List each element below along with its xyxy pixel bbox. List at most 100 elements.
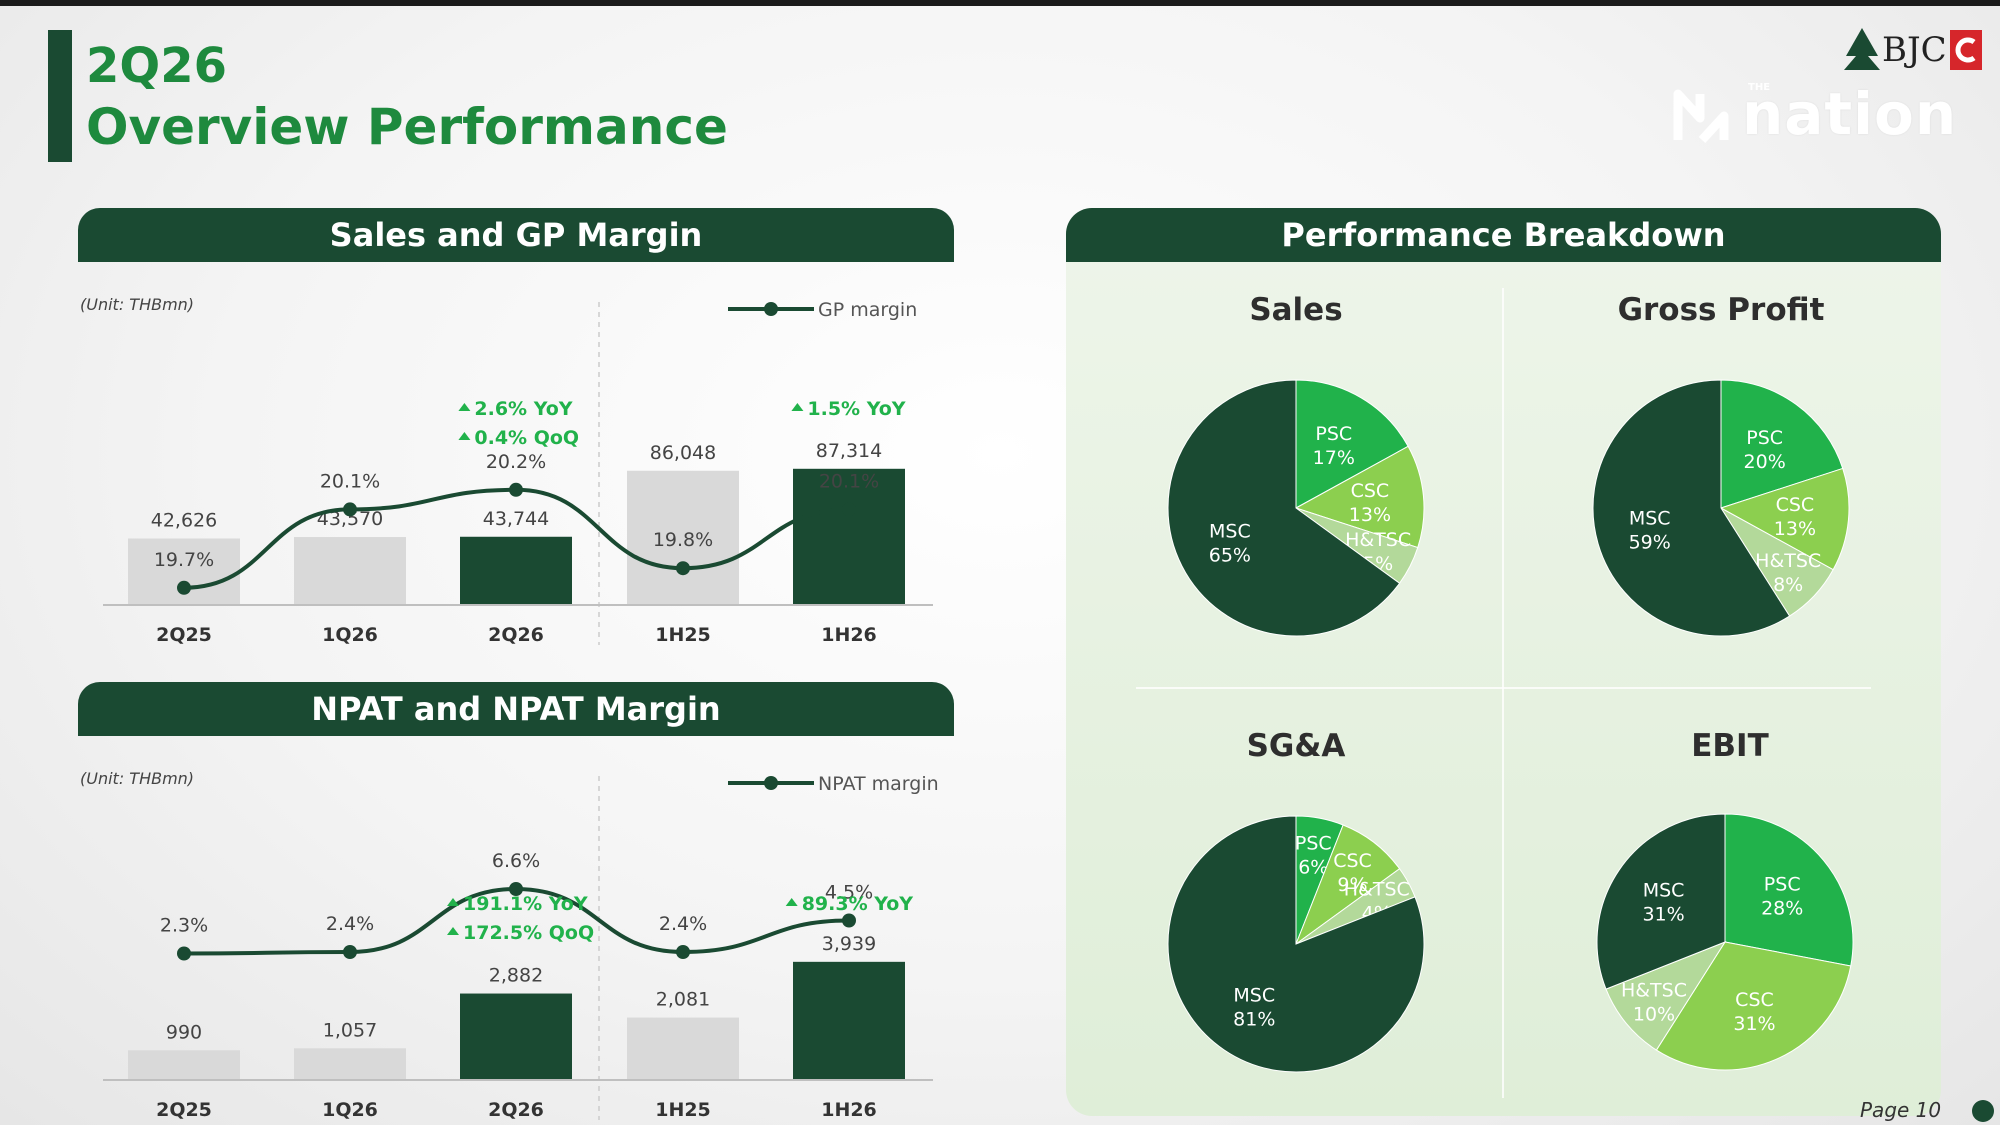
sales-badge-1: 0.4% QoQ [458,427,579,449]
sales-badge-text-0: 2.6% YoY [474,398,572,420]
sales-unit-label: (Unit: THBmn) [80,295,194,314]
npat-badge-up-icon-1 [447,927,459,935]
gp-pie-slice-psc [1720,379,1844,509]
the-nation-logo: THE nation [1672,78,1956,158]
sga-pie-slice-value-msc: 81% [1233,1008,1275,1030]
sales-pie-slice-value-csc: 13% [1349,504,1391,526]
sales-x-tick-2Q26: 2Q26 [488,624,544,646]
pie-title-sales: Sales [1249,292,1343,328]
sales-pie-slice-psc [1295,379,1409,509]
npat-x-tick-1H26: 1H26 [821,1099,877,1121]
ebit-pie-slice-name-htsc: H&TSC [1621,980,1687,1002]
sales-badge-2: 1.5% YoY [791,398,906,420]
gp-pie-slice-name-csc: CSC [1776,494,1815,516]
gp-pie-slice-value-msc: 59% [1629,532,1671,554]
sales-margin-label-2Q26: 20.2% [486,451,546,473]
sga-pie-slice-name-csc: CSC [1333,850,1372,872]
sga-pie-slice-name-psc: PSC [1295,832,1332,854]
ebit-pie-slice-value-psc: 28% [1761,898,1803,920]
npat-bar-label-1H25: 2,081 [656,989,710,1011]
npat-margin-point-2Q26 [509,882,523,896]
npat-margin-label-1H26: 4.5% [825,882,873,904]
page-title-period: 2Q26 [86,38,227,94]
sales-pie-slice-value-psc: 17% [1313,447,1355,469]
sales-margin-label-2Q25: 19.7% [154,549,214,571]
npat-badge-up-icon-2 [785,898,798,906]
sales-badge-up-icon-1 [458,432,471,440]
npat-panel-heading: NPAT and NPAT Margin [78,682,954,736]
bjc-logo-text: BJC [1882,30,1947,70]
npat-x-tick-2Q25: 2Q25 [156,1099,212,1121]
page-dot-icon [1972,1100,1994,1122]
npat-chart: (Unit: THBmn) NPAT margin 990 2Q25 1,057 1Q26… [80,769,939,1121]
sales-margin-label-1Q26: 20.1% [320,470,380,492]
sales-pie-slice-name-psc: PSC [1315,423,1352,445]
breakdown-dividers [1136,288,1871,1098]
npat-bar-1Q26 [294,1048,406,1080]
tree-icon [1844,28,1880,70]
sales-margin-point-1H26 [842,502,856,517]
sales-badge-up-icon-2 [791,403,804,411]
gp-pie-slice-name-psc: PSC [1746,427,1783,449]
sales-bar-1H25 [627,470,739,605]
sales-pie-slice-name-msc: MSC [1209,521,1251,543]
sales-pie-slice-value-msc: 65% [1209,545,1251,567]
pie-title-ebit: EBIT [1691,728,1769,764]
npat-bar-label-1Q26: 1,057 [323,1019,377,1041]
sales-badge-text-2: 1.5% YoY [807,398,905,420]
page-number: Page 10 [1860,1098,1942,1122]
bjc-logo: BJC [1842,26,1982,76]
npat-badge-text-0: 191.1% YoY [463,893,588,915]
gp-pie-slice-name-htsc: H&TSC [1755,550,1821,572]
ebit-pie-slice-value-csc: 31% [1733,1013,1775,1035]
gp-pie-slice-value-csc: 13% [1774,518,1816,540]
npat-margin-label-1Q26: 2.4% [326,913,374,935]
npat-margin-point-1H25 [676,945,690,959]
sales-x-tick-2Q25: 2Q25 [156,624,212,646]
sales-bar-label-1H25: 86,048 [650,442,716,464]
sales-x-tick-1H26: 1H26 [821,624,877,646]
sales-bar-label-2Q26: 43,744 [483,508,549,530]
sales-gp-chart: (Unit: THBmn) GP margin 42,626 2Q25 43,570 1Q… [80,295,933,646]
ebit-pie-slice-name-msc: MSC [1643,879,1685,901]
npat-bar-label-2Q26: 2,882 [489,965,543,987]
sales-legend-marker [764,302,778,316]
sales-margin-point-2Q25 [177,580,191,595]
npat-x-tick-2Q26: 2Q26 [488,1099,544,1121]
npat-margin-point-1Q26 [343,945,357,959]
sales-pie-slice-name-htsc: H&TSC [1345,529,1411,551]
page-title: Overview Performance [86,98,728,156]
npat-bar-2Q25 [128,1050,240,1080]
sales-panel-heading: Sales and GP Margin [78,208,954,262]
sales-badge-up-icon-0 [458,403,471,411]
npat-margin-point-1H26 [842,913,856,928]
npat-legend-label: NPAT margin [818,773,939,795]
npat-x-tick-1Q26: 1Q26 [322,1099,378,1121]
gp-pie-slice-msc [1592,379,1791,637]
pie-title-sga: SG&A [1246,728,1346,764]
npat-margin-label-2Q26: 6.6% [492,850,540,872]
sales-pie-slice-msc [1167,379,1401,637]
sales-badge-0: 2.6% YoY [458,398,573,420]
sales-bar-1Q26 [294,537,406,605]
sga-pie-slice-value-csc: 9% [1337,874,1367,896]
sales-margin-point-1Q26 [343,502,357,517]
npat-x-tick-1H25: 1H25 [655,1099,711,1121]
breakdown-panel: Performance Breakdown Sales Gross Profit… [1066,208,1941,1116]
npat-badge-up-icon-0 [447,898,459,906]
sales-bar-2Q26 [460,536,572,605]
npat-margin-label-2Q25: 2.3% [160,915,208,937]
sales-x-tick-1H25: 1H25 [655,624,711,646]
pie-title-gross-profit: Gross Profit [1617,292,1825,328]
title-accent-bar [48,30,72,162]
ebit-pie-slice-value-htsc: 10% [1633,1004,1675,1026]
sales-bar-label-1Q26: 43,570 [317,508,383,530]
ebit-pie-slice-value-msc: 31% [1642,903,1684,925]
ebit-pie-slice-psc [1724,813,1854,967]
npat-margin-label-1H25: 2.4% [659,913,707,935]
sales-pie-slice-name-csc: CSC [1351,480,1390,502]
npat-badge-0: 191.1% YoY [447,893,588,915]
